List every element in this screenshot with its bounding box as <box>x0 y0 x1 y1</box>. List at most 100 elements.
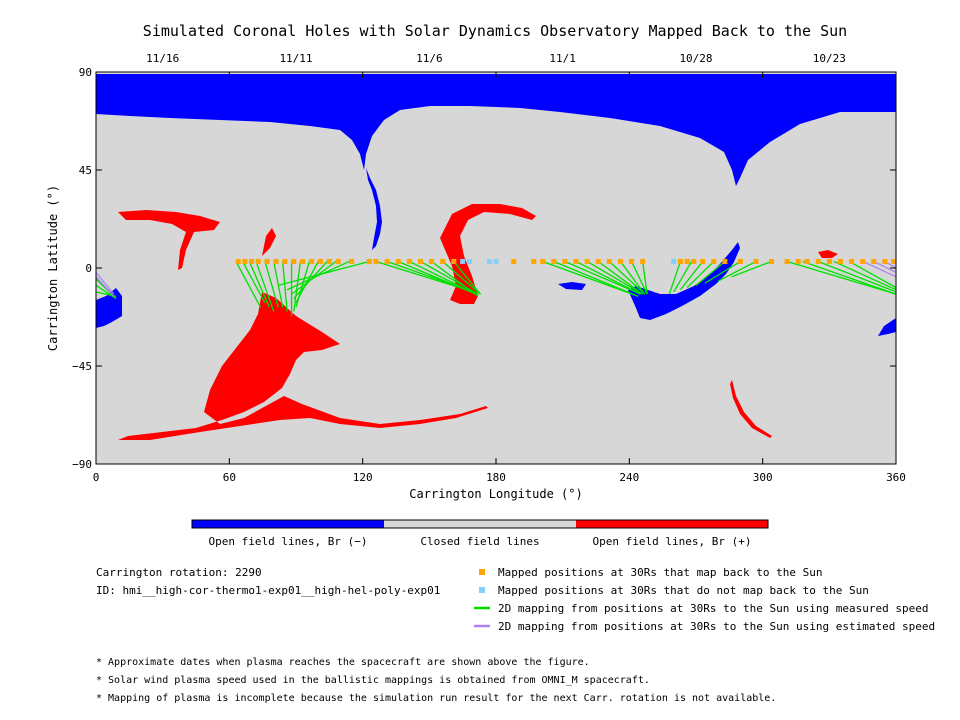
mapping-line <box>833 260 897 291</box>
mapped-point <box>366 258 372 264</box>
mapping-line <box>673 261 693 293</box>
mapping-line <box>442 260 481 295</box>
mapping-line <box>273 261 284 308</box>
mapped-point <box>691 258 697 264</box>
north-hole-tendril <box>366 168 382 250</box>
mapping-line <box>542 260 639 297</box>
axes: 0 60 120 180 240 300 360 90 45 0 −45 −90 <box>72 66 906 484</box>
mapped-point <box>795 258 801 264</box>
run-id: ID: hmi__high-cor-thermo1-exp01__high-he… <box>96 584 440 597</box>
mapping-line <box>553 260 639 297</box>
y-tick-label: 0 <box>85 262 92 275</box>
mapped-point <box>684 258 690 264</box>
mapped-point <box>849 258 855 264</box>
mapped-points <box>235 258 897 264</box>
mapped-point <box>417 258 423 264</box>
mapping-line <box>95 284 117 300</box>
legend-label: Mapped positions at 30Rs that do not map… <box>498 584 869 597</box>
equatorial-hole <box>628 242 740 320</box>
mapped-point <box>617 258 623 264</box>
x-tick-label: 60 <box>223 471 236 484</box>
north-polar-hole <box>96 74 896 186</box>
mapped-point <box>562 258 568 264</box>
mapped-point <box>640 258 646 264</box>
mapping-line <box>817 260 897 293</box>
mapped-point <box>440 258 446 264</box>
mapped-point <box>384 258 390 264</box>
mapped-point <box>406 258 412 264</box>
colorbar: Open field lines, Br (−) Closed field lin… <box>191 519 769 548</box>
colorbar-frame <box>191 519 769 529</box>
mapped-point <box>584 258 590 264</box>
unmapped-point <box>466 258 472 264</box>
mapping-line <box>282 261 288 312</box>
top-date-label: 11/11 <box>279 52 312 65</box>
legend-marker <box>479 569 485 575</box>
mapped-point <box>882 258 888 264</box>
y-tick-label: 45 <box>79 164 92 177</box>
mapping-line <box>564 260 641 295</box>
mapped-point <box>317 258 323 264</box>
mapping-line <box>255 261 275 312</box>
unmapped-point <box>486 258 492 264</box>
mapped-point <box>235 258 241 264</box>
plot-area <box>95 71 897 465</box>
mapping-line <box>862 260 897 278</box>
mapping-lines <box>95 260 897 316</box>
mapped-point <box>451 258 457 264</box>
central-hook-hole <box>440 204 536 304</box>
east-equatorial-spot <box>818 250 838 258</box>
chart-title: Simulated Coronal Holes with Solar Dynam… <box>143 22 847 40</box>
mapping-line <box>248 261 270 308</box>
open-field-negative-regions <box>96 74 896 336</box>
mapping-line <box>264 261 279 308</box>
x-tick-label: 0 <box>93 471 100 484</box>
colorbar-segment <box>192 520 384 528</box>
x-tick-label: 180 <box>486 471 506 484</box>
mapped-point <box>326 258 332 264</box>
mapping-line <box>802 260 897 295</box>
mapped-point <box>860 258 866 264</box>
mapped-point <box>349 258 355 264</box>
legend-marker <box>479 587 485 593</box>
mapped-point <box>300 258 306 264</box>
mapped-point <box>826 258 832 264</box>
top-date-label: 11/6 <box>416 52 443 65</box>
mapping-line <box>619 261 646 295</box>
mapped-point <box>815 258 821 264</box>
mapping-line <box>278 260 370 287</box>
mapped-point <box>722 258 728 264</box>
mapped-point <box>753 258 759 264</box>
mapped-point <box>309 258 315 264</box>
mapped-point <box>700 258 706 264</box>
mapping-line <box>704 260 741 284</box>
mapped-point <box>373 258 379 264</box>
unmapped-point <box>671 258 677 264</box>
mapping-line <box>397 260 477 295</box>
mapped-point <box>737 258 743 264</box>
x-axis-label: Carrington Longitude (°) <box>409 487 582 501</box>
mapping-line <box>431 260 479 297</box>
mapped-point <box>531 258 537 264</box>
mapped-point <box>395 258 401 264</box>
mapping-line <box>95 276 115 297</box>
mapping-line <box>695 260 726 286</box>
mapping-line <box>575 260 641 295</box>
footnote: * Mapping of plasma is incomplete becaus… <box>96 693 776 704</box>
legend-label: Mapped positions at 30Rs that map back t… <box>498 566 823 579</box>
x-tick-label: 300 <box>753 471 773 484</box>
mapped-point <box>242 258 248 264</box>
mapped-point <box>891 258 897 264</box>
mapping-line <box>686 261 715 289</box>
footnotes: * Approximate dates when plasma reaches … <box>96 657 776 704</box>
mapping-line <box>731 260 772 278</box>
mapped-point <box>629 258 635 264</box>
unmapped-point <box>493 258 499 264</box>
mapping-line <box>286 260 350 291</box>
mapped-point <box>291 258 297 264</box>
mapped-point <box>540 258 546 264</box>
equatorial-hole-small <box>558 282 586 290</box>
small-positive-spot <box>262 228 276 256</box>
top-date-label: 10/28 <box>679 52 712 65</box>
mapped-point <box>249 258 255 264</box>
